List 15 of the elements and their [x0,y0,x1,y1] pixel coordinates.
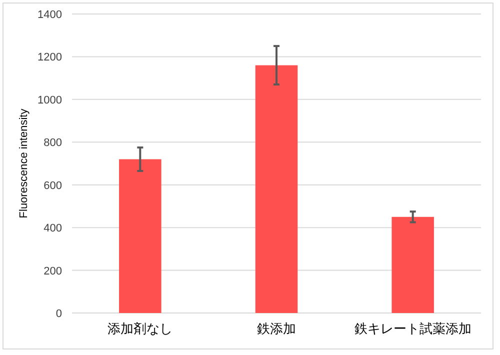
y-tick-label: 1000 [38,94,62,106]
x-tick-label: 鉄添加 [257,321,296,336]
y-tick-label: 1400 [38,9,62,21]
y-tick-label: 0 [56,308,62,320]
y-tick-label: 1200 [38,52,62,64]
y-tick-label: 200 [44,265,62,278]
bar [392,216,434,313]
y-tick-label: 600 [44,180,62,192]
bar [119,159,162,313]
y-axis-title: Fluorescence intensity [18,108,30,218]
x-tick-label: 添加剤なし [108,321,173,336]
x-tick-label: 鉄キレート試薬添加 [354,321,472,336]
bar [255,65,298,313]
y-tick-label: 800 [44,137,62,150]
y-tick-label: 400 [44,222,62,235]
